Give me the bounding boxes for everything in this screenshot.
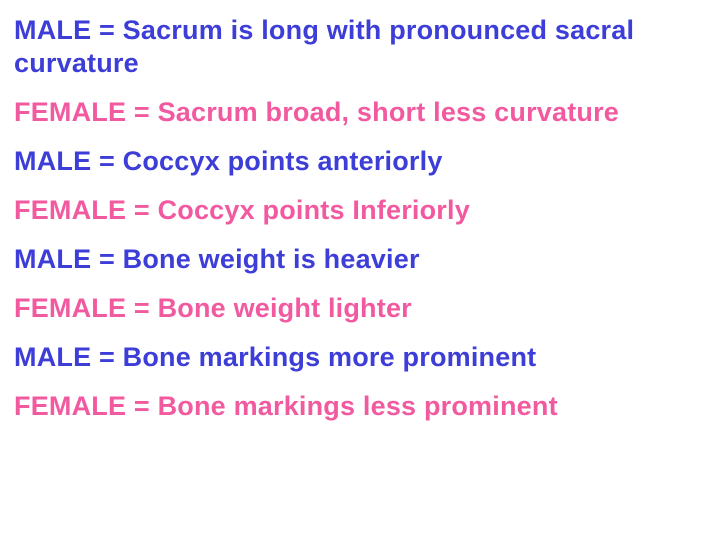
list-item: MALE = Sacrum is long with pronounced sa… [14, 14, 706, 80]
list-item: MALE = Bone weight is heavier [14, 243, 706, 276]
list-item: MALE = Coccyx points anteriorly [14, 145, 706, 178]
list-item: FEMALE = Sacrum broad, short less curvat… [14, 96, 706, 129]
list-item: FEMALE = Coccyx points Inferiorly [14, 194, 706, 227]
comparison-list: MALE = Sacrum is long with pronounced sa… [14, 14, 706, 422]
list-item: FEMALE = Bone markings less prominent [14, 390, 706, 423]
list-item: FEMALE = Bone weight lighter [14, 292, 706, 325]
list-item: MALE = Bone markings more prominent [14, 341, 706, 374]
